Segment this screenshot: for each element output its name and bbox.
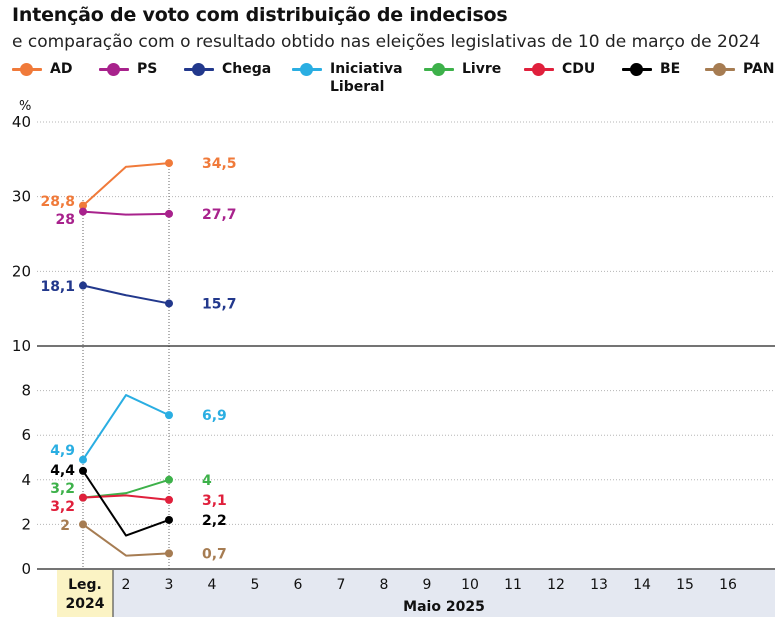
x-tick-label: 8 <box>380 577 389 593</box>
x-tick-label: 2 <box>122 577 131 593</box>
data-label: 3,2 <box>50 499 75 515</box>
data-label: 2,2 <box>202 513 227 529</box>
chart-subtitle: e comparação com o resultado obtido nas … <box>12 32 761 52</box>
legend-swatch <box>292 60 322 78</box>
legend-item: PAN <box>705 60 775 78</box>
x-axis-leg-band <box>57 570 113 617</box>
series-line <box>82 162 170 207</box>
legend-item: Chega <box>184 60 271 78</box>
data-point <box>79 466 87 475</box>
series-line <box>82 284 170 305</box>
data-point <box>79 520 87 529</box>
series-line <box>82 210 170 216</box>
legend-item: CDU <box>524 60 595 78</box>
chart-legend: AD PS Chega Iniciativa Liberal Livre CDU BE PAN <box>12 60 775 104</box>
y-tick-label: 10 <box>12 337 31 355</box>
x-tick-label: 15 <box>676 577 694 593</box>
legend-swatch <box>99 60 129 78</box>
series-line <box>82 494 170 501</box>
x-tick-label: 13 <box>590 577 608 593</box>
x-tick-label: 4 <box>208 577 217 593</box>
legend-label: Iniciativa Liberal <box>330 61 403 95</box>
legend-item: AD <box>12 60 72 78</box>
data-point <box>165 299 173 308</box>
x-tick-label: 14 <box>633 577 651 593</box>
data-point <box>165 411 173 420</box>
legend-label: BE <box>660 61 681 77</box>
y-tick-label: 30 <box>12 188 31 206</box>
x-tick-label: Leg. <box>68 577 102 593</box>
chart-title: Intenção de voto com distribuição de ind… <box>12 4 508 26</box>
x-tick-label: 9 <box>423 577 432 593</box>
legend-item: Iniciativa Liberal <box>292 60 403 96</box>
x-tick-label: 12 <box>547 577 565 593</box>
data-label: 28 <box>56 212 75 228</box>
data-label: 3,2 <box>50 481 75 497</box>
legend-item: PS <box>99 60 157 78</box>
data-label: 4,4 <box>50 463 75 479</box>
data-label: 6,9 <box>202 408 227 424</box>
data-label: 3,1 <box>202 493 227 509</box>
legend-label: PS <box>137 61 158 77</box>
x-tick-label: 3 <box>165 577 174 593</box>
x-axis-title: Maio 2025 <box>403 599 485 615</box>
y-axis-unit: % <box>19 99 31 114</box>
data-label: 15,7 <box>202 296 237 312</box>
legend-label: AD <box>50 61 73 77</box>
y-tick-label: 8 <box>21 382 31 400</box>
data-label: 34,5 <box>202 156 237 172</box>
data-label: 28,8 <box>40 194 75 210</box>
y-tick-label: 40 <box>12 113 31 131</box>
legend-label: PAN <box>743 61 775 77</box>
data-point <box>165 549 173 558</box>
legend-label: Livre <box>462 61 502 77</box>
series-line <box>82 394 170 461</box>
legend-label: CDU <box>562 61 596 77</box>
y-tick-label: 6 <box>21 426 31 444</box>
data-point <box>79 207 87 216</box>
x-tick-label: 11 <box>504 577 522 593</box>
data-label: 18,1 <box>40 279 75 295</box>
data-point <box>165 159 173 168</box>
legend-swatch <box>524 60 554 78</box>
x-tick-label: 10 <box>461 577 479 593</box>
x-axis-month-band <box>113 570 775 617</box>
y-tick-label: 4 <box>21 471 31 489</box>
data-label: 2 <box>60 518 70 534</box>
series-line <box>82 523 170 557</box>
x-tick-label: 7 <box>337 577 346 593</box>
y-tick-label: 2 <box>21 515 31 533</box>
data-point <box>165 495 173 504</box>
data-point <box>165 515 173 524</box>
legend-swatch <box>622 60 652 78</box>
data-label: 27,7 <box>202 207 237 223</box>
legend-swatch <box>12 60 42 78</box>
data-point <box>79 201 87 210</box>
legend-label: Chega <box>222 61 272 77</box>
legend-swatch <box>184 60 214 78</box>
x-tick-label: 16 <box>719 577 737 593</box>
data-point <box>79 281 87 290</box>
y-tick-label: 20 <box>12 262 31 280</box>
data-point <box>165 209 173 218</box>
legend-swatch <box>705 60 735 78</box>
x-tick-label: 5 <box>251 577 260 593</box>
y-tick-label: 0 <box>21 560 31 578</box>
x-tick-label: 6 <box>294 577 303 593</box>
data-label: 4 <box>202 473 212 489</box>
data-label: 4,9 <box>50 443 75 459</box>
data-point <box>79 493 87 502</box>
legend-item: BE <box>622 60 680 78</box>
legend-swatch <box>424 60 454 78</box>
series-line <box>82 470 170 537</box>
data-point <box>79 455 87 464</box>
legend-item: Livre <box>424 60 501 78</box>
x-tick-label: 2024 <box>66 596 105 612</box>
data-point <box>165 475 173 484</box>
data-label: 0,7 <box>202 546 227 562</box>
